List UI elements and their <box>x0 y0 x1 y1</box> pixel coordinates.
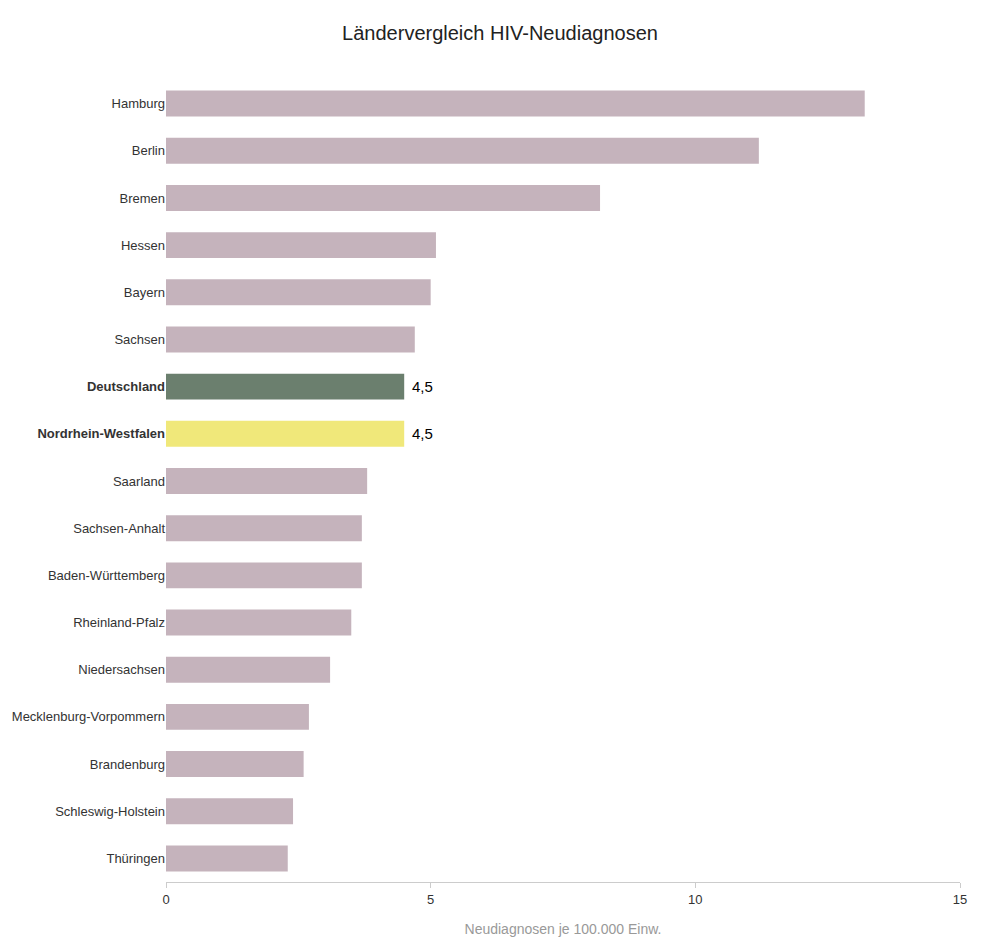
svg-text:4,5: 4,5 <box>412 425 433 442</box>
svg-text:Sachsen: Sachsen <box>114 332 165 347</box>
svg-text:Niedersachsen: Niedersachsen <box>78 662 165 677</box>
svg-text:15: 15 <box>953 892 967 907</box>
svg-text:Neudiagnosen je 100.000 Einw.: Neudiagnosen je 100.000 Einw. <box>465 921 662 937</box>
svg-text:Ländervergleich HIV-Neudiagnos: Ländervergleich HIV-Neudiagnosen <box>342 22 658 44</box>
svg-text:Berlin: Berlin <box>132 143 165 158</box>
svg-text:Hessen: Hessen <box>121 238 165 253</box>
svg-text:Brandenburg: Brandenburg <box>90 757 165 772</box>
svg-text:4,5: 4,5 <box>412 378 433 395</box>
svg-text:Bremen: Bremen <box>119 190 165 205</box>
svg-text:Sachsen-Anhalt: Sachsen-Anhalt <box>73 521 165 536</box>
svg-text:Deutschland: Deutschland <box>87 379 165 394</box>
svg-text:Rheinland-Pfalz: Rheinland-Pfalz <box>73 615 165 630</box>
svg-text:Hamburg: Hamburg <box>112 96 165 111</box>
svg-text:Baden-Württemberg: Baden-Württemberg <box>48 568 165 583</box>
svg-text:10: 10 <box>688 892 702 907</box>
svg-text:5: 5 <box>427 892 434 907</box>
svg-text:Thüringen: Thüringen <box>106 851 165 866</box>
svg-text:Nordrhein-Westfalen: Nordrhein-Westfalen <box>37 426 165 441</box>
svg-text:Schleswig-Holstein: Schleswig-Holstein <box>55 804 165 819</box>
svg-text:0: 0 <box>162 892 169 907</box>
svg-text:Bayern: Bayern <box>124 285 165 300</box>
svg-text:Mecklenburg-Vorpommern: Mecklenburg-Vorpommern <box>12 709 165 724</box>
svg-text:Saarland: Saarland <box>113 474 165 489</box>
